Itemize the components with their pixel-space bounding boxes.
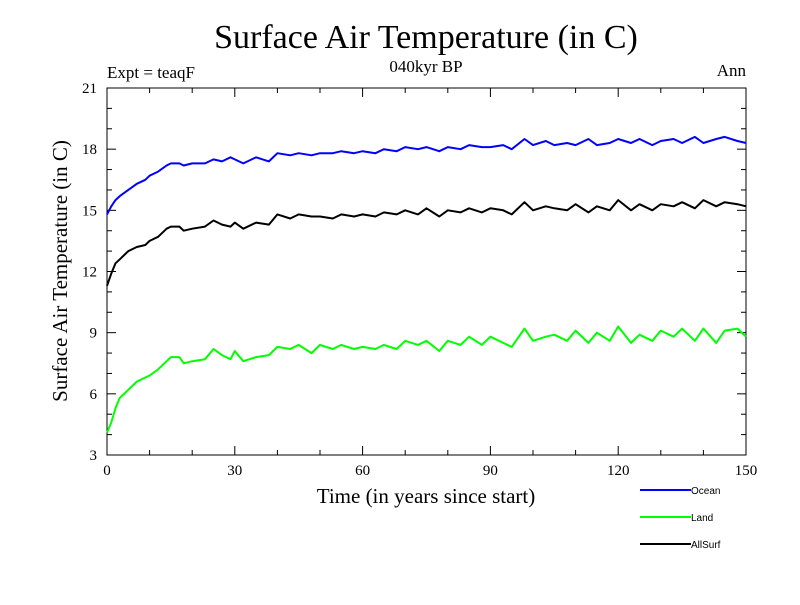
x-tick-label: 30 (227, 463, 242, 479)
x-tick-label: 60 (355, 463, 370, 479)
legend-label-ocean: Ocean (691, 486, 720, 497)
x-axis-label: Time (in years since start) (317, 484, 536, 508)
y-tick-label: 6 (90, 387, 98, 403)
y-tick-label: 15 (82, 203, 97, 219)
legend-label-land: Land (691, 513, 713, 524)
y-tick-label: 18 (82, 142, 97, 158)
series-line-land (106, 325, 747, 433)
series-line-allsurf (106, 199, 747, 287)
y-tick-label: 9 (90, 326, 98, 342)
season-label: Ann (717, 61, 747, 80)
y-tick-label: 21 (82, 81, 97, 97)
series-line-ocean (106, 135, 747, 215)
chart-subtitle: 040kyr BP (389, 57, 462, 76)
x-tick-label: 150 (735, 463, 758, 479)
chart-title: Surface Air Temperature (in C) (214, 19, 638, 56)
y-tick-label: 3 (90, 448, 98, 464)
x-tick-label: 0 (103, 463, 111, 479)
y-axis-label: Surface Air Temperature (in C) (48, 140, 72, 402)
x-tick-label: 120 (607, 463, 630, 479)
x-tick-label: 90 (483, 463, 498, 479)
y-tick-label: 12 (82, 265, 97, 281)
legend-label-allsurf: AllSurf (691, 540, 721, 551)
experiment-label: Expt = teaqF (107, 63, 195, 82)
